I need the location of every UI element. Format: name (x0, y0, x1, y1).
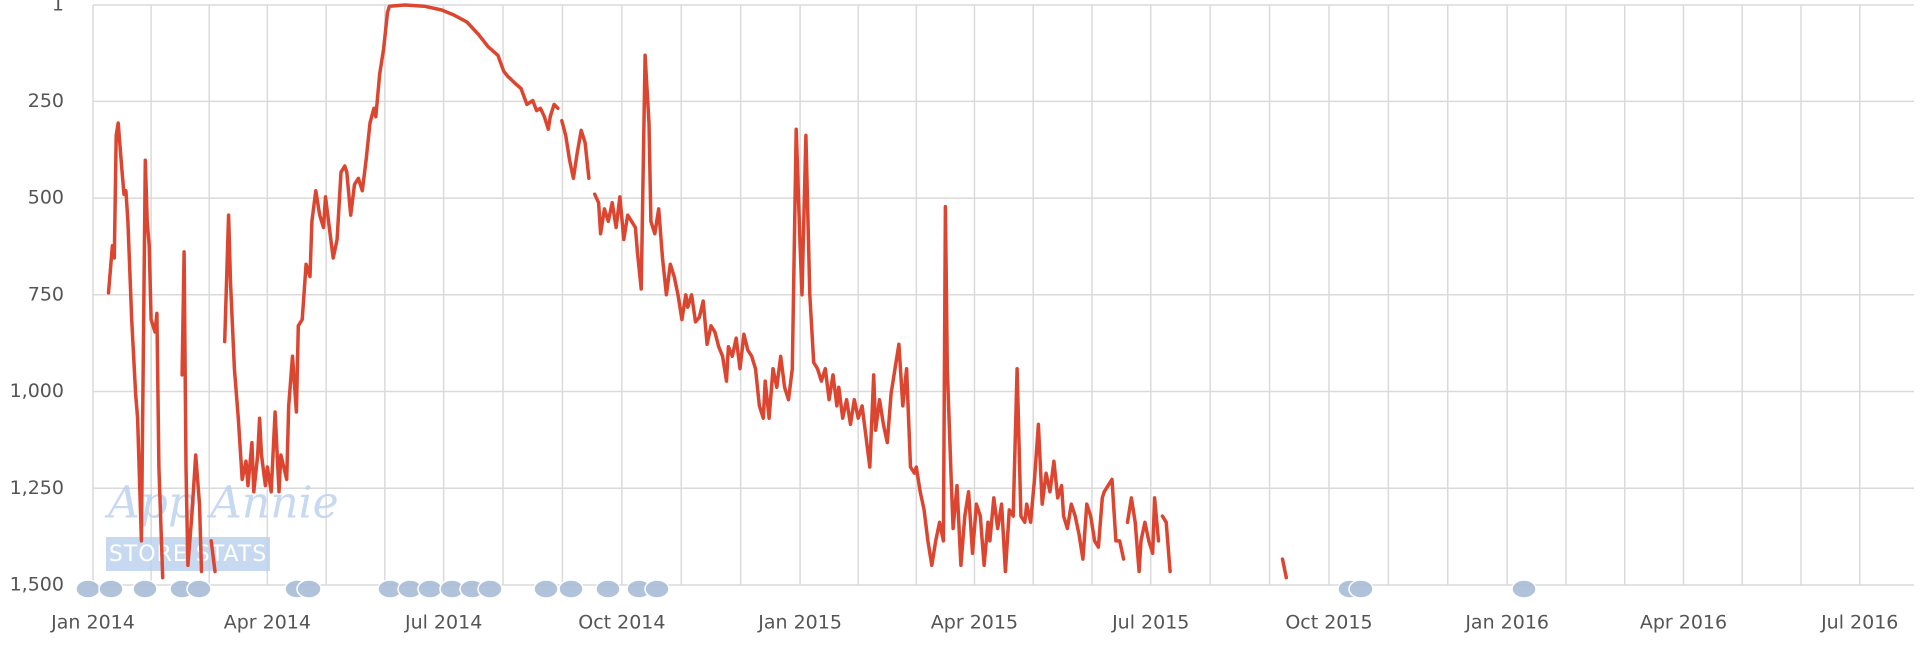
event-icon (296, 579, 322, 599)
x-tick-label: Jul 2014 (404, 612, 482, 634)
event-icon (644, 579, 670, 599)
x-tick-label: Apr 2015 (931, 612, 1018, 634)
y-tick-label: 250 (28, 90, 64, 112)
x-tick-label: Jan 2014 (50, 612, 135, 634)
marks (106, 3, 1289, 580)
x-tick-label: Oct 2015 (1285, 612, 1372, 634)
x-tick-label: Jan 2015 (757, 612, 842, 634)
x-tick-label: Jan 2016 (1464, 612, 1549, 634)
event-icons (75, 579, 1537, 599)
grid: 1 250 500 750 1,000 1,250 1,500 Jan 2014 Apr 201… (10, 0, 1914, 634)
event-icon (186, 579, 212, 599)
event-icon (558, 579, 584, 599)
x-tick-label: Apr 2016 (1640, 612, 1727, 634)
x-tick-label: Apr 2014 (224, 612, 311, 634)
event-icon (417, 579, 443, 599)
x-tick-label: Jul 2015 (1111, 612, 1189, 634)
event-icon (98, 579, 124, 599)
event-icon (1511, 579, 1537, 599)
event-icon (533, 579, 559, 599)
line (106, 3, 1289, 580)
event-icon (1348, 579, 1374, 599)
y-tick-label: 1,250 (10, 477, 64, 499)
y-tick-label: 500 (28, 187, 64, 209)
x-tick-label: Oct 2014 (578, 612, 665, 634)
event-icon (595, 579, 621, 599)
x-tick-label: Jul 2016 (1820, 612, 1898, 634)
event-icon (75, 579, 101, 599)
event-icon (132, 579, 158, 599)
y-tick-label: 750 (28, 283, 64, 305)
y-tick-label: 1,000 (10, 380, 64, 402)
y-tick-label: 1,500 (10, 574, 64, 596)
y-tick-label: 1 (52, 0, 64, 16)
event-icon (477, 579, 503, 599)
